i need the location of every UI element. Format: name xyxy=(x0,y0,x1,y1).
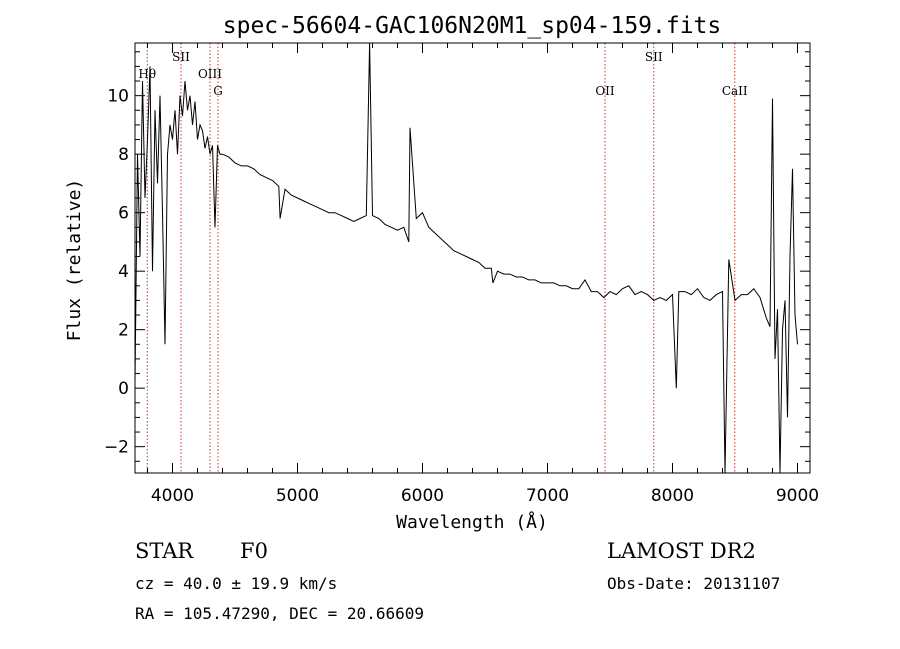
marker-label-1: SII xyxy=(172,50,190,64)
spectrum-line xyxy=(134,42,798,474)
y-tick-label: 0 xyxy=(118,379,129,399)
plot-frame xyxy=(134,42,811,474)
y-axis-ticks: −2 0 2 4 6 8 10 xyxy=(104,51,810,462)
marker-label-2: OIII xyxy=(198,67,222,81)
chart-title: spec-56604-GAC106N20M1_sp04-159.fits xyxy=(223,13,722,39)
coordinates-text: RA = 105.47290, DEC = 20.66609 xyxy=(135,604,424,623)
y-tick-label: 4 xyxy=(118,262,129,282)
survey-name: LAMOST DR2 xyxy=(607,539,756,563)
spectral-subclass: F0 xyxy=(240,539,268,563)
y-tick-label: 2 xyxy=(118,321,129,341)
marker-label-4: OII xyxy=(595,84,615,98)
y-tick-label: 8 xyxy=(118,145,129,165)
marker-label-0: Hθ xyxy=(138,67,156,81)
line-markers: Hθ SII OIII G OII SII CaII xyxy=(138,43,748,473)
y-tick-label: 10 xyxy=(107,87,129,107)
marker-label-3: G xyxy=(213,84,223,98)
x-tick-label: 5000 xyxy=(276,486,319,506)
x-tick-label: 8000 xyxy=(651,486,694,506)
object-type: STAR xyxy=(135,539,194,563)
x-axis-label: Wavelength (Å) xyxy=(396,511,548,533)
x-axis-ticks: 4000 5000 6000 7000 8000 9000 xyxy=(147,43,819,506)
x-tick-label: 9000 xyxy=(776,486,819,506)
y-axis-label: Flux (relative) xyxy=(64,179,85,342)
marker-label-5: SII xyxy=(645,50,663,64)
velocity-text: cz = 40.0 ± 19.9 km/s xyxy=(135,574,338,593)
spectrum-chart: spec-56604-GAC106N20M1_sp04-159.fits Hθ S… xyxy=(64,13,819,533)
x-tick-label: 7000 xyxy=(526,486,569,506)
x-tick-label: 4000 xyxy=(151,486,194,506)
marker-label-6: CaII xyxy=(722,84,748,98)
y-tick-label: 6 xyxy=(118,204,129,224)
y-tick-label: −2 xyxy=(104,438,129,458)
obs-date: Obs-Date: 20131107 xyxy=(607,574,781,593)
x-tick-label: 6000 xyxy=(401,486,444,506)
